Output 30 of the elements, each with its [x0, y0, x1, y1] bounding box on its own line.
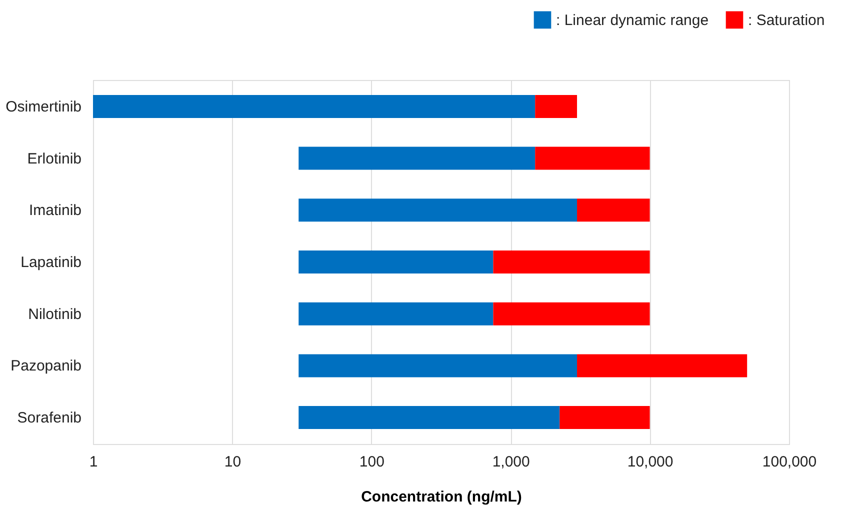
bar — [577, 354, 748, 378]
bar — [535, 94, 578, 118]
x-axis-title: Concentration (ng/mL) — [361, 488, 522, 506]
bar — [493, 302, 650, 326]
bar — [298, 406, 560, 430]
bar — [298, 146, 536, 170]
bar — [560, 406, 650, 430]
bar — [577, 198, 650, 222]
x-tick-label: 10 — [224, 454, 242, 470]
legend-label: : Linear dynamic range — [556, 12, 709, 29]
legend-label: : Saturation — [748, 12, 825, 29]
x-tick-label: 100,000 — [762, 454, 817, 470]
x-tick-label: 1 — [89, 454, 98, 470]
bar — [298, 302, 494, 326]
y-tick-label: Osimertinib — [6, 98, 82, 116]
y-tick-label: Nilotinib — [28, 306, 82, 323]
y-tick-label: Pazopanib — [10, 358, 82, 375]
bar — [493, 250, 650, 274]
bar — [535, 146, 650, 170]
bar — [298, 354, 578, 378]
x-tick-label: 1,000 — [492, 454, 530, 470]
y-tick-label: Lapatinib — [20, 254, 82, 271]
y-tick-label: Sorafenib — [17, 410, 82, 427]
y-tick-label: Erlotinib — [27, 150, 82, 168]
bar — [298, 250, 494, 274]
x-tick-label: 10,000 — [627, 454, 674, 470]
y-tick-label: Imatinib — [28, 202, 82, 220]
bar — [298, 198, 578, 222]
x-tick-label: 100 — [359, 454, 384, 470]
bar — [93, 94, 536, 118]
